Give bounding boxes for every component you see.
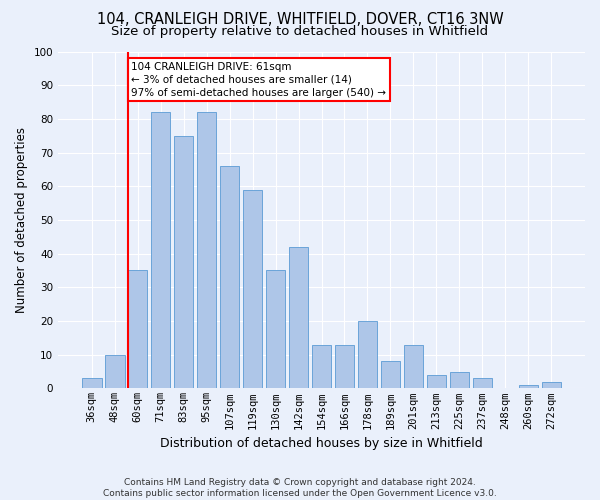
Bar (105, 354, 125, 388)
Y-axis label: Number of detached properties: Number of detached properties (15, 127, 28, 313)
Bar (197, 112, 217, 388)
Bar (542, 382, 561, 388)
Bar (335, 344, 354, 389)
Text: Size of property relative to detached houses in Whitfield: Size of property relative to detached ho… (112, 25, 488, 38)
Text: 104, CRANLEIGH DRIVE, WHITFIELD, DOVER, CT16 3NW: 104, CRANLEIGH DRIVE, WHITFIELD, DOVER, … (97, 12, 503, 28)
Bar (128, 270, 148, 388)
Bar (427, 375, 446, 388)
Text: 104 CRANLEIGH DRIVE: 61sqm
← 3% of detached houses are smaller (14)
97% of semi-: 104 CRANLEIGH DRIVE: 61sqm ← 3% of detac… (131, 62, 386, 98)
Bar (518, 385, 538, 388)
Bar (449, 372, 469, 388)
Bar (289, 247, 308, 388)
Bar (151, 112, 170, 388)
Bar (174, 136, 193, 388)
Bar (473, 378, 492, 388)
Bar (358, 321, 377, 388)
Bar (312, 344, 331, 389)
Bar (220, 166, 239, 388)
Bar (380, 362, 400, 388)
Bar (404, 344, 423, 389)
Text: Contains HM Land Registry data © Crown copyright and database right 2024.
Contai: Contains HM Land Registry data © Crown c… (103, 478, 497, 498)
Bar (266, 270, 286, 388)
X-axis label: Distribution of detached houses by size in Whitfield: Distribution of detached houses by size … (160, 437, 483, 450)
Bar (82, 378, 101, 388)
Bar (243, 190, 262, 388)
